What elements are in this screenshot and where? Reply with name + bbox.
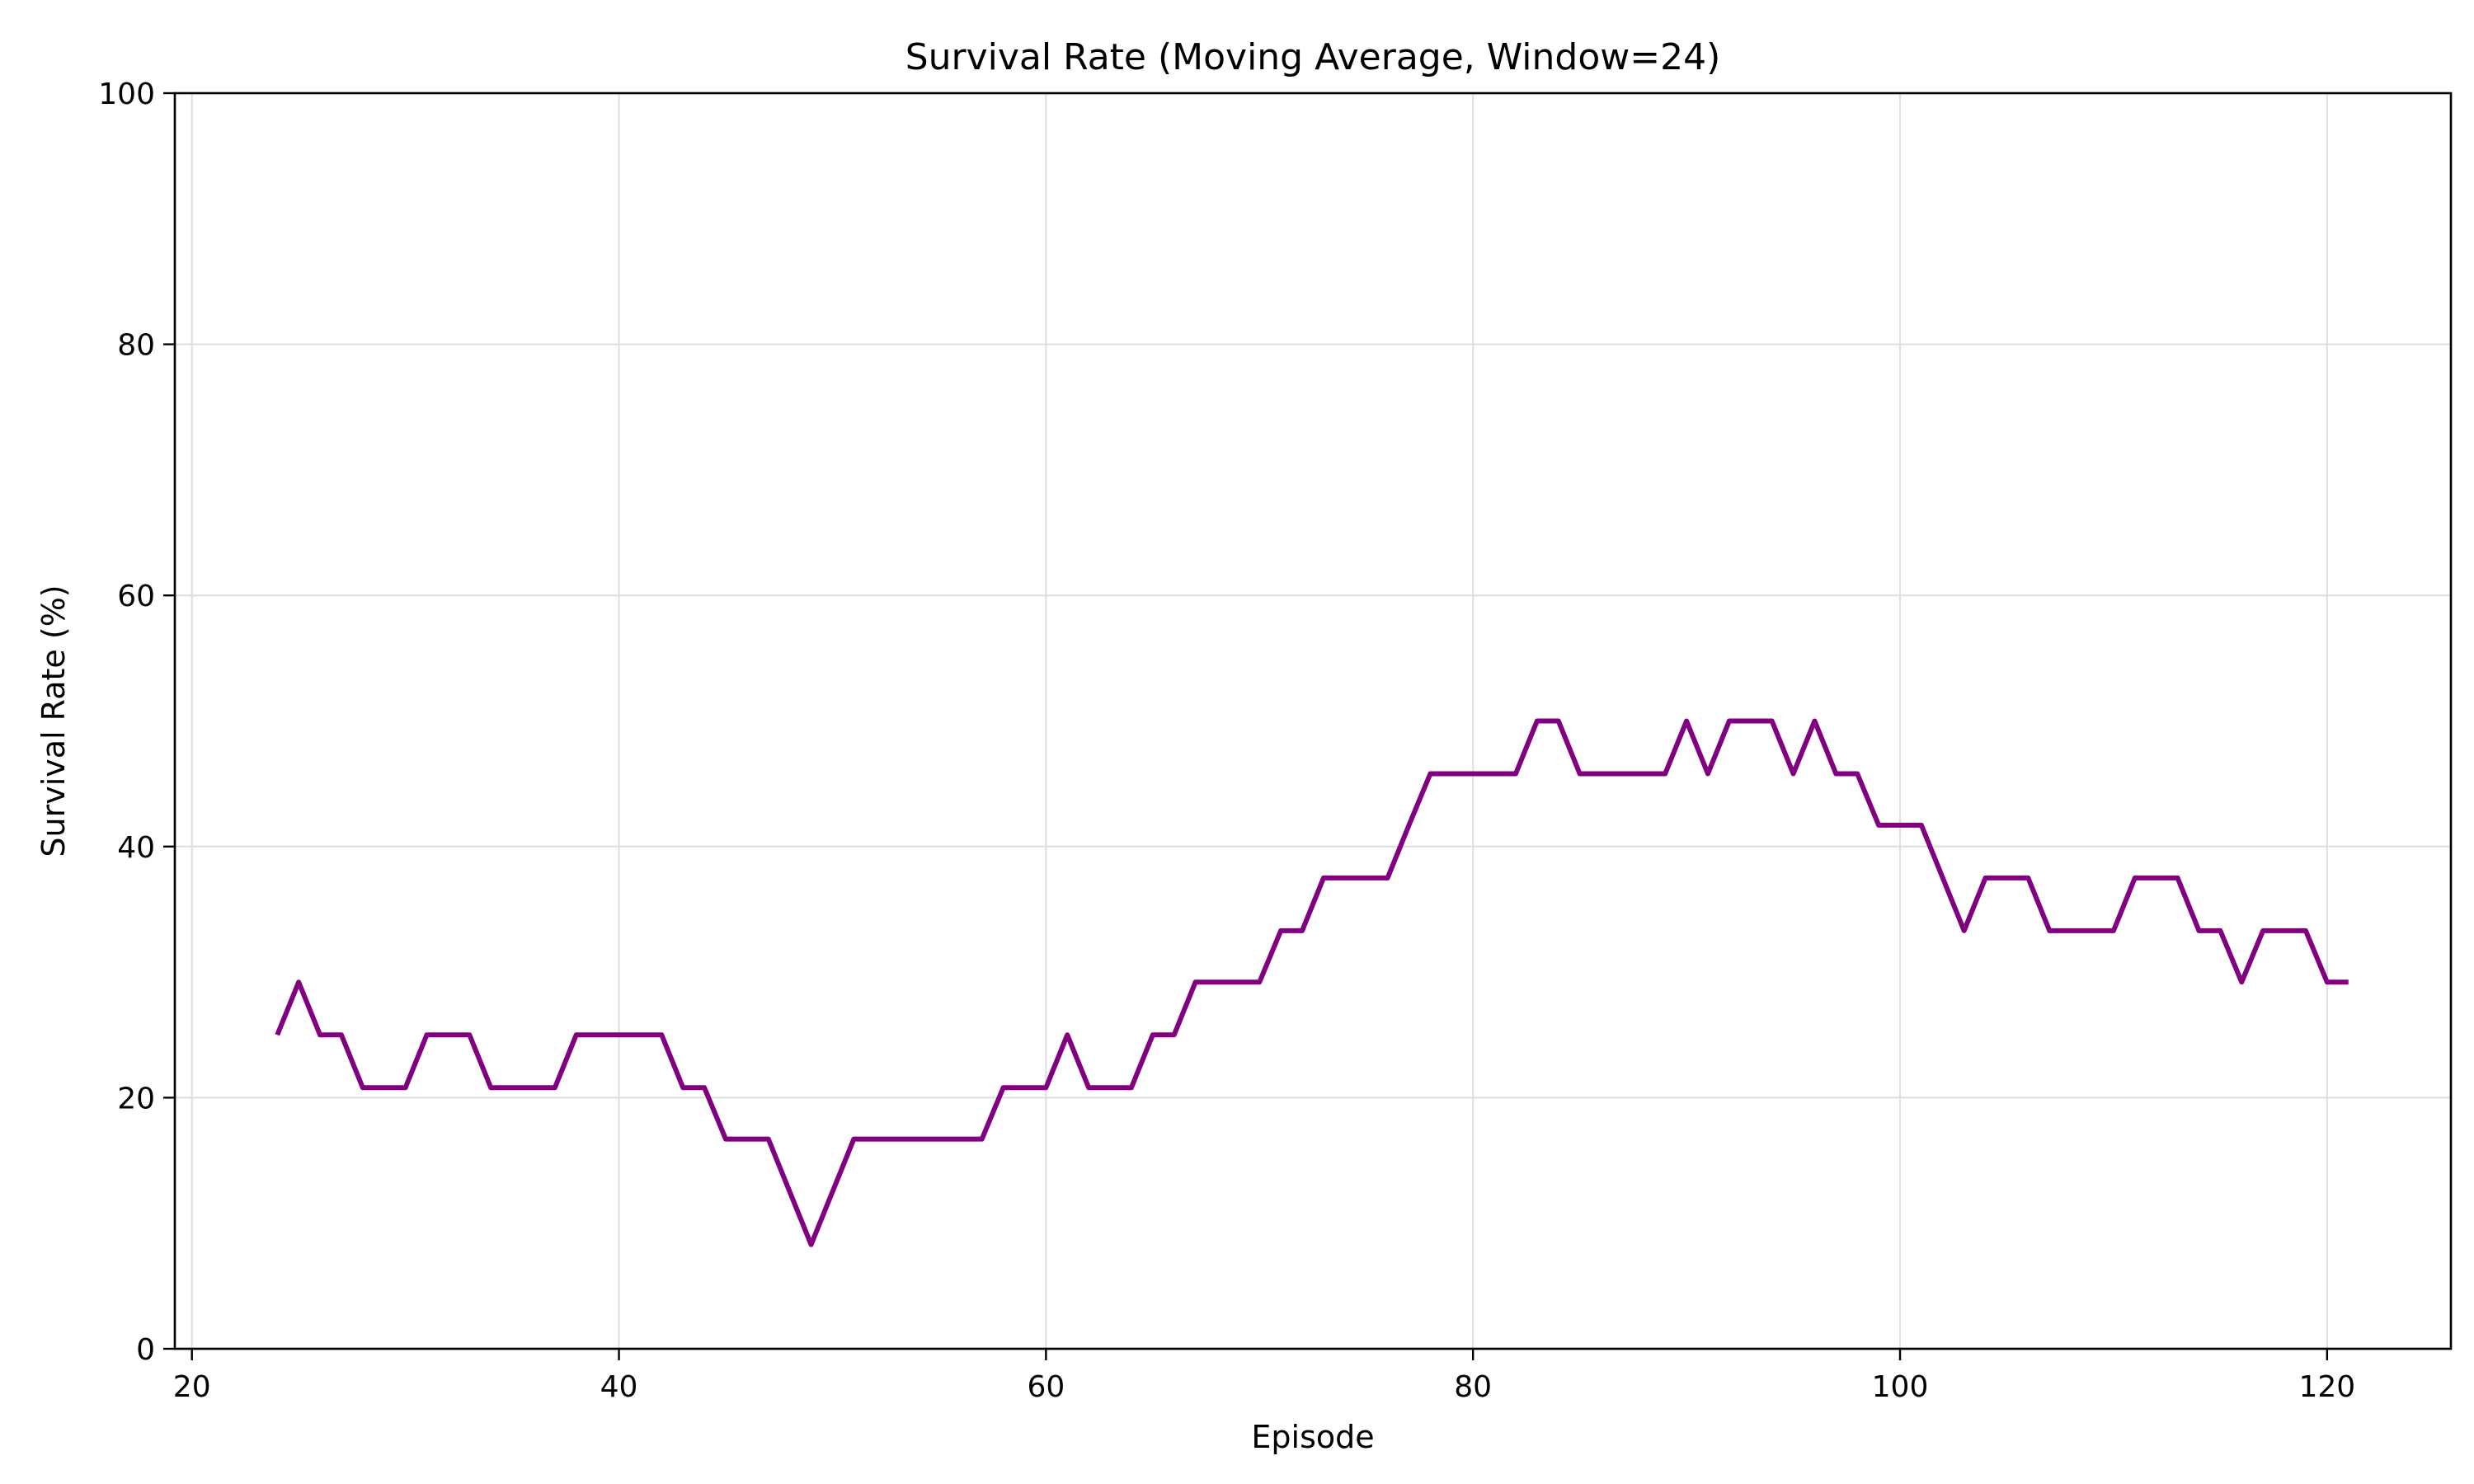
x-tick-label: 100: [1872, 1370, 1929, 1404]
axis-ticks: 20 40 60 80 100 120 0 20 40 60 80 100: [98, 77, 2355, 1404]
x-tick-label: 80: [1454, 1370, 1492, 1404]
x-axis-label: Episode: [1251, 1419, 1374, 1455]
x-tick-label: 60: [1027, 1370, 1065, 1404]
y-tick-label: 80: [117, 329, 155, 363]
series-layer: [275, 718, 2349, 1247]
y-tick-label: 0: [136, 1333, 155, 1367]
x-tick-label: 20: [173, 1370, 211, 1404]
y-axis-label: Survival Rate (%): [35, 585, 72, 857]
chart-title: Survival Rate (Moving Average, Window=24…: [905, 36, 1721, 78]
x-tick-label: 120: [2298, 1370, 2355, 1404]
y-tick-label: 60: [117, 580, 155, 613]
x-tick-label: 40: [600, 1370, 638, 1404]
plot-frame: [173, 92, 2453, 1350]
y-tick-label: 100: [98, 77, 155, 111]
y-tick-label: 40: [117, 831, 155, 865]
y-tick-label: 20: [117, 1082, 155, 1115]
survival-rate-line: [275, 718, 2349, 1247]
